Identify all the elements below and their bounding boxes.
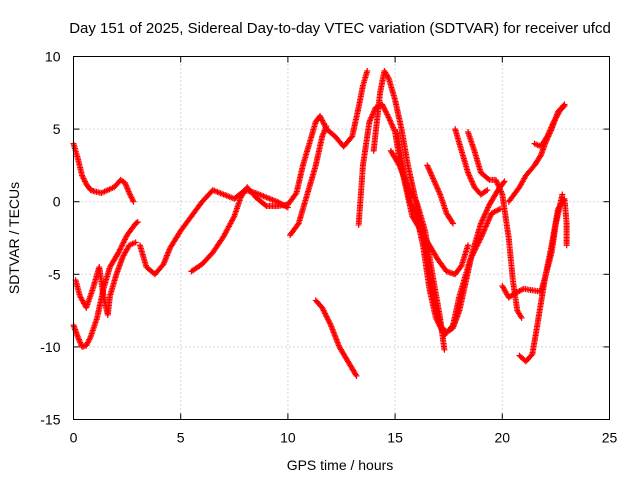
- series-arc-d: [136, 187, 291, 278]
- data-point: [485, 175, 492, 182]
- series-arc-k: [394, 129, 504, 339]
- series-arc-c: [72, 239, 139, 318]
- series-arc-n: [464, 129, 525, 321]
- data-point: [133, 219, 140, 226]
- data-marks: [70, 68, 570, 379]
- data-point: [262, 202, 269, 209]
- series-arc-l: [424, 162, 456, 227]
- x-tick-label: 0: [70, 430, 78, 446]
- data-point: [364, 68, 371, 75]
- x-axis-label: GPS time / hours: [287, 457, 394, 473]
- data-point: [132, 239, 139, 246]
- data-point: [500, 179, 507, 186]
- series-arc-p: [516, 191, 566, 365]
- data-point: [449, 219, 456, 226]
- chart-title: Day 151 of 2025, Sidereal Day-to-day VTE…: [69, 20, 611, 37]
- data-point: [134, 219, 141, 226]
- series-arc-m: [452, 126, 491, 198]
- y-tick-label: 5: [53, 121, 61, 137]
- x-tick-label: 25: [602, 430, 618, 446]
- data-point: [483, 187, 490, 194]
- data-point: [560, 103, 567, 110]
- y-tick-label: 10: [45, 49, 61, 65]
- series-arc-a: [70, 140, 137, 205]
- data-point: [292, 191, 299, 198]
- data-point: [563, 242, 570, 249]
- x-tick-label: 15: [387, 430, 403, 446]
- series-arc-r: [531, 102, 568, 150]
- plot-frame: [73, 56, 610, 420]
- y-tick-label: 0: [53, 194, 61, 210]
- x-axis-ticks: 0 5 10 15 20 25: [70, 56, 618, 446]
- data-point: [501, 178, 508, 185]
- data-point: [449, 220, 456, 227]
- y-axis-ticks: -15 -10 -5 0 5 10: [40, 49, 610, 428]
- data-point: [395, 161, 402, 168]
- data-point: [484, 187, 491, 194]
- data-point: [561, 102, 568, 109]
- y-tick-label: -10: [40, 339, 60, 355]
- data-point: [464, 242, 471, 249]
- data-point: [353, 372, 360, 379]
- data-point: [518, 314, 525, 321]
- series-arc-g: [312, 297, 360, 379]
- data-point: [559, 191, 566, 198]
- data-point: [323, 123, 330, 130]
- data-point: [528, 352, 535, 359]
- x-tick-label: 10: [280, 430, 296, 446]
- y-tick-label: -5: [48, 266, 61, 282]
- data-point: [537, 153, 544, 160]
- y-axis-label: SDTVAR / TECUs: [6, 182, 22, 294]
- data-point: [412, 197, 419, 204]
- y-tick-label: -15: [40, 412, 60, 428]
- data-point: [130, 198, 137, 205]
- data-point: [352, 371, 359, 378]
- grid-lines: [73, 56, 610, 420]
- x-tick-label: 20: [495, 430, 511, 446]
- x-tick-label: 5: [177, 430, 185, 446]
- series-arc-b: [70, 219, 141, 350]
- series-arc-e: [188, 68, 371, 275]
- series-arc-f: [287, 123, 330, 239]
- data-point: [441, 346, 448, 353]
